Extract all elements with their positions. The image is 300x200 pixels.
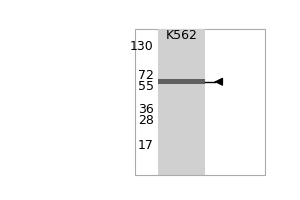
Bar	[158, 29, 205, 175]
Text: 72: 72	[138, 69, 154, 82]
Text: K562: K562	[166, 29, 198, 42]
Text: 36: 36	[138, 103, 154, 116]
Bar	[135, 29, 266, 175]
Text: 28: 28	[138, 114, 154, 127]
Bar	[158, 79, 205, 84]
Text: 55: 55	[138, 80, 154, 93]
Text: 130: 130	[130, 40, 154, 53]
Text: 17: 17	[138, 139, 154, 152]
